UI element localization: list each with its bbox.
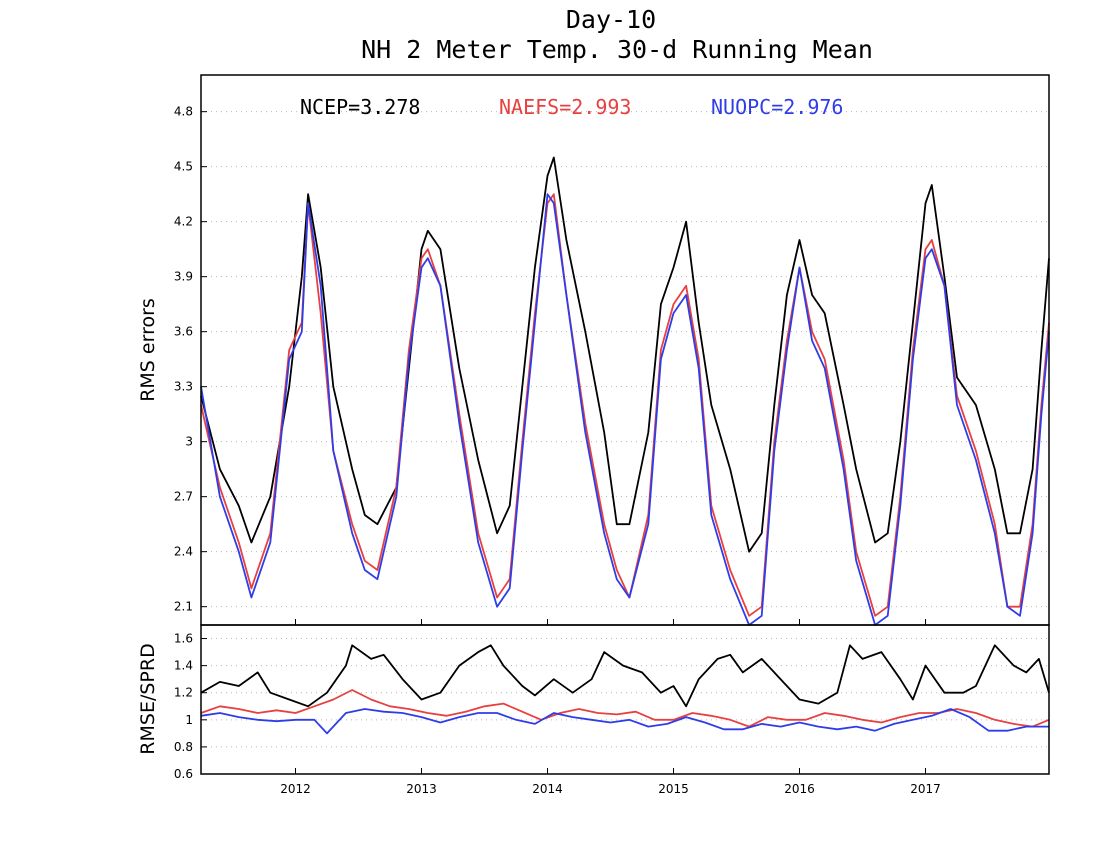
top-y-tick-label: 3 — [185, 435, 193, 449]
x-tick-label: 2016 — [784, 782, 815, 796]
bottom-y-axis-label: RMSE/SPRD — [137, 643, 159, 754]
top-y-tick-label: 3.9 — [174, 270, 193, 284]
ratio-naefs-line — [200, 689, 1050, 728]
rms-nuopc-line — [200, 193, 1050, 626]
ratio-nuopc-line — [200, 708, 1049, 735]
top-plot-frame — [200, 74, 1050, 626]
top-y-tick-label: 3.6 — [174, 325, 193, 339]
bottom-y-tick-label: 1.6 — [174, 632, 193, 646]
bottom-grid — [201, 638, 1049, 748]
bottom-series-group — [200, 644, 1050, 735]
top-series-group — [200, 156, 1050, 626]
bottom-plot-frame — [200, 624, 1050, 775]
bottom-y-tick-label: 1 — [185, 713, 193, 727]
top-y-tick-label: 4.2 — [174, 215, 193, 229]
x-tick-label: 2013 — [406, 782, 437, 796]
top-grid — [201, 111, 1049, 608]
bottom-y-axis: 0.6 0.8 1 1.2 1.4 1.6 — [174, 632, 207, 781]
top-y-tick-label: 2.4 — [174, 545, 193, 559]
ncep-score-label: NCEP=3.278 — [300, 95, 420, 119]
bottom-y-tick-label: 1.2 — [174, 686, 193, 700]
top-y-tick-label: 2.7 — [174, 490, 193, 504]
top-y-tick-label: 2.1 — [174, 600, 193, 614]
bottom-y-tick-label: 0.8 — [174, 740, 193, 754]
x-tick-label: 2017 — [910, 782, 941, 796]
x-tick-label: 2012 — [280, 782, 311, 796]
chart-title: Day-10 — [566, 5, 656, 34]
top-y-tick-label: 4.5 — [174, 160, 193, 174]
top-y-axis: 2.1 2.4 2.7 3 3.3 3.6 3.9 4.2 4.5 4.8 — [174, 105, 207, 614]
chart-subtitle: NH 2 Meter Temp. 30-d Running Mean — [361, 35, 873, 64]
top-y-tick-label: 3.3 — [174, 380, 193, 394]
ratio-ncep-line — [200, 644, 1050, 708]
bottom-y-tick-label: 1.4 — [174, 659, 193, 673]
top-y-axis-label: RMS errors — [137, 298, 159, 402]
x-tick-label: 2015 — [658, 782, 689, 796]
x-axis: 2012 2013 2014 2015 2016 2017 — [280, 619, 941, 796]
nuopc-score-label: NUOPC=2.976 — [711, 95, 843, 119]
top-y-tick-label: 4.8 — [174, 105, 193, 119]
rms-naefs-line — [200, 193, 1050, 617]
x-tick-label: 2014 — [532, 782, 563, 796]
bottom-y-tick-label: 0.6 — [174, 767, 193, 781]
naefs-score-label: NAEFS=2.993 — [499, 95, 631, 119]
rms-ncep-line — [200, 156, 1050, 553]
